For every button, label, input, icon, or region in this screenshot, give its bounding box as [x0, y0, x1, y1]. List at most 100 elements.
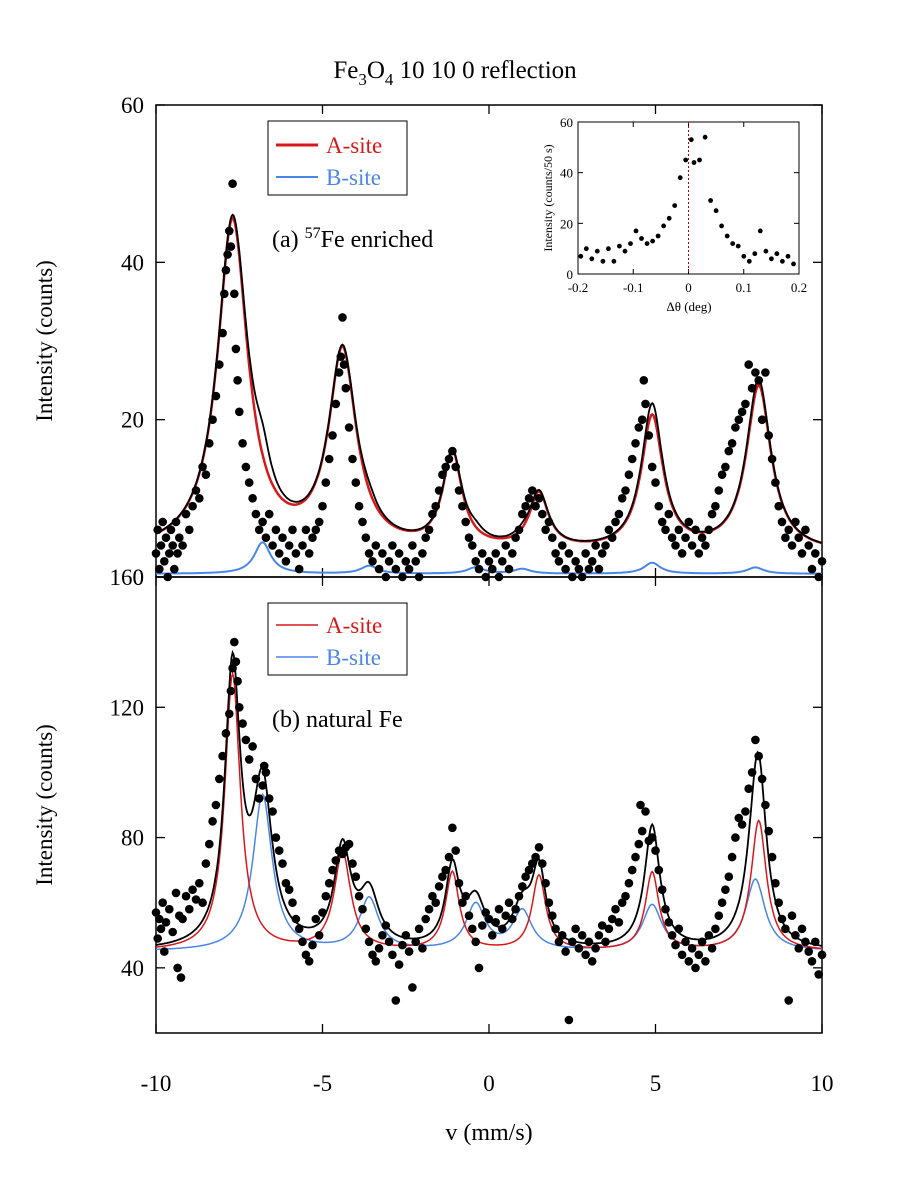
- panel-b-data-point-53: [298, 937, 307, 947]
- panel-a-data-point-141: [574, 564, 584, 574]
- panel-b-data-point-91: [424, 904, 434, 914]
- panel-a-data-point-196: [754, 376, 763, 385]
- panel-a-data-point-63: [321, 478, 331, 487]
- panel-b-data-point-161: [654, 865, 664, 875]
- panel-b-data-point-182: [724, 872, 734, 881]
- panel-b-data-point-87: [411, 937, 421, 947]
- panel-b-ylabel: Intensity (counts): [32, 724, 57, 886]
- panel-a-data-point-138: [564, 549, 574, 558]
- panel-b-data-point-210: [817, 950, 827, 960]
- panel-b-legend: A-site B-site: [267, 602, 408, 676]
- panel-a-data-point-32: [226, 242, 236, 251]
- panel-a-data-point-29: [221, 265, 231, 275]
- x-tick-label-1: -5: [313, 1071, 332, 1096]
- title-o: O: [367, 57, 385, 84]
- inset-data-point-38: [785, 253, 791, 259]
- panel-a-data-point-18: [188, 501, 197, 511]
- inset-data-point-15: [661, 223, 666, 229]
- panel-a-data-point-200: [767, 454, 777, 464]
- panel-b-data-point-115: [504, 898, 514, 907]
- panel-b-data-point-198: [777, 914, 787, 924]
- panel-a-data-point-149: [601, 541, 610, 550]
- panel-b-data-point-35: [241, 735, 251, 745]
- title-fe: Fe: [333, 57, 358, 84]
- panel-b-data-point-48: [281, 878, 291, 888]
- panel-b-data-point-12: [176, 973, 186, 982]
- panel-b-annotation: (b) natural Fe: [272, 707, 403, 733]
- panel-a-data-point-114: [484, 557, 494, 566]
- panel-a-data-point-162: [641, 399, 650, 409]
- panel-a-data-point-161: [639, 376, 649, 385]
- panel-b-data-point-43: [264, 794, 274, 803]
- panel-a-data-point-173: [677, 549, 687, 558]
- panel-a-data-point-153: [614, 509, 624, 519]
- panel-b-data-point-176: [704, 931, 714, 940]
- inset-data-point-8: [622, 248, 628, 254]
- panel-b-data-point-181: [721, 885, 730, 894]
- panel-b-data-point-77: [378, 931, 387, 940]
- panel-b-data-point-71: [358, 904, 367, 914]
- panel-a-data-point-91: [408, 541, 417, 550]
- panel-a-data-point-102: [444, 454, 454, 464]
- panel-a-ytick-label-3: 60: [121, 93, 144, 118]
- panel-a-data-point-110: [471, 557, 481, 566]
- panel-a-data-point-33: [228, 179, 237, 188]
- panel-b-ytick-label-3: 160: [110, 565, 145, 590]
- panel-b-data-point-63: [331, 856, 341, 865]
- panel-b-ytick-label-1: 80: [121, 826, 144, 851]
- panel-b-data-point-85: [404, 947, 414, 956]
- panel-b-data-point-56: [308, 940, 317, 950]
- panel-a-data-point-112: [478, 549, 487, 558]
- panel-b-data-point-6: [161, 918, 171, 927]
- panel-a-data-point-52: [284, 541, 294, 550]
- panel-b-data-point-131: [558, 931, 567, 940]
- panel-a-data-point-135: [554, 557, 564, 566]
- panel-b-data-point-196: [771, 878, 780, 888]
- panel-b-data-point-153: [631, 852, 640, 862]
- panel-a-data-point-0: [151, 549, 161, 558]
- panel-b-data-point-23: [211, 800, 221, 810]
- inset-data-point-1: [583, 246, 589, 252]
- panel-a-data-point-30: [223, 250, 232, 259]
- panel-b-data-point-67: [344, 839, 354, 849]
- panel-a-data-point-105: [454, 486, 464, 495]
- panel-b-data-point-203: [794, 944, 803, 953]
- panel-b-data-point-118: [514, 891, 524, 901]
- inset-chart: -0.2 -0.1 0 0.1 0.2 0 20 40 60 Δθ (deg) Intensit…: [541, 115, 807, 314]
- inset-xtick-label-0: -0.2: [568, 280, 589, 295]
- panel-b-data-point-178: [711, 924, 720, 934]
- panel-b-data-point-171: [687, 944, 697, 953]
- panel-a-data-point-211: [804, 541, 813, 550]
- inset-data-point-13: [650, 238, 655, 244]
- panel-b-ticks: 40 80 120 160 -10 -5 0 5 10: [110, 565, 834, 1096]
- panel-a-data-point-76: [358, 517, 367, 527]
- panel-a-data-point-78: [364, 549, 374, 558]
- panel-a-data-point-97: [428, 509, 437, 519]
- panel-b-data-point-138: [581, 950, 590, 960]
- panel-b-data-point-92: [428, 891, 437, 901]
- panel-a-data-point-132: [544, 517, 554, 527]
- panel-a-data-point-57: [301, 525, 311, 535]
- panel-a-data-point-49: [274, 549, 284, 558]
- panel-b-data-point-113: [498, 924, 507, 934]
- x-tick-label-0: -10: [141, 1071, 172, 1096]
- panel-b-data-point-187: [741, 807, 750, 816]
- panel-b-data-point-19: [198, 898, 207, 907]
- panel-b-data-point-151: [624, 878, 634, 888]
- panel-a-data-point-159: [634, 423, 644, 432]
- panel-b-data-point-183: [727, 852, 737, 862]
- panel-b-data-point-42: [261, 768, 271, 777]
- panel-a-data-point-192: [741, 399, 750, 409]
- panel-a-data-point-10: [168, 541, 177, 550]
- panel-a-data-point-213: [811, 549, 820, 558]
- panel-a-data-point-55: [294, 564, 304, 574]
- panel-b-data-point-57: [311, 914, 321, 924]
- panel-b-data-point-167: [674, 924, 684, 934]
- panel-a-data-point-133: [548, 533, 557, 542]
- panel-b-data-point-54: [301, 950, 311, 960]
- panel-a-data-point-157: [627, 454, 637, 464]
- inset-data-point-24: [708, 198, 713, 203]
- panel-a-data-point-56: [298, 541, 307, 550]
- panel-a-data-point-6: [161, 533, 171, 542]
